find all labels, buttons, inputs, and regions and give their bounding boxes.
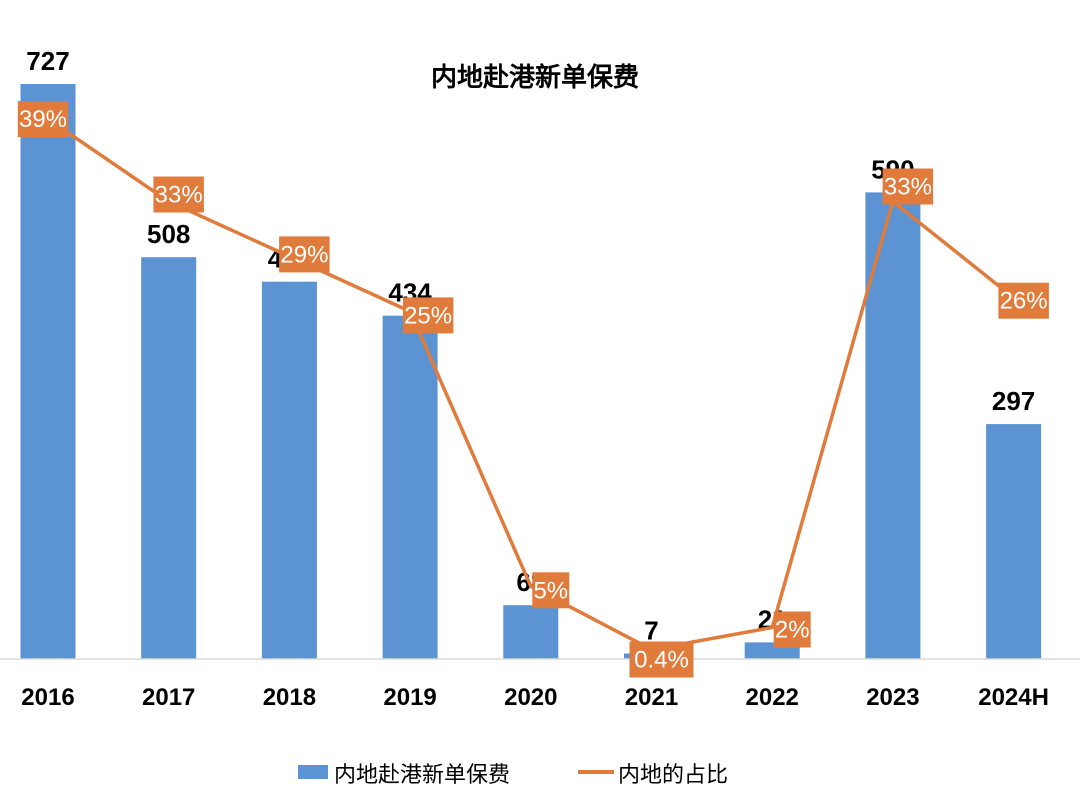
bar-2019 xyxy=(382,315,438,659)
pct-label-box-2020 xyxy=(532,572,570,609)
pct-label-2023: 33% xyxy=(884,174,932,201)
pct-label-2021: 0.4% xyxy=(634,647,689,674)
pct-label-2017: 33% xyxy=(155,182,203,209)
legend-bar-swatch xyxy=(298,765,328,779)
line-series xyxy=(47,117,1015,652)
line-data-labels: 39% 33% 29% 25% 5% 0.4% 2% 33% 26% xyxy=(17,101,1049,678)
legend-line-label: 内地的占比 xyxy=(618,763,728,788)
bar-2017 xyxy=(141,257,197,659)
bar-value-label-2017: 508 xyxy=(147,219,190,249)
pct-label-box-2024H xyxy=(998,282,1049,319)
x-tick-2016: 2016 xyxy=(21,684,74,711)
pct-label-2018: 29% xyxy=(280,241,328,268)
pct-label-box-2018 xyxy=(279,236,330,273)
pct-label-box-2022 xyxy=(773,611,811,648)
pct-label-box-2019 xyxy=(402,297,454,334)
bar-series xyxy=(20,84,1042,659)
bar-2023 xyxy=(865,192,921,659)
x-tick-2019: 2019 xyxy=(383,684,436,711)
bar-2018 xyxy=(261,281,317,659)
x-tick-2020: 2020 xyxy=(504,684,557,711)
bar-value-label-2021: 7 xyxy=(644,616,658,646)
pct-label-2024H: 26% xyxy=(1000,288,1048,315)
x-tick-2023: 2023 xyxy=(866,684,919,711)
x-tick-2021: 2021 xyxy=(625,684,678,711)
x-tick-2018: 2018 xyxy=(263,684,316,711)
bar-value-label-2024H: 297 xyxy=(992,386,1035,416)
pct-label-box-2021 xyxy=(629,641,694,678)
bar-2020 xyxy=(503,605,559,659)
bar-2016 xyxy=(20,84,76,659)
line-path xyxy=(47,117,1015,652)
bar-value-label-2016: 727 xyxy=(26,46,69,76)
x-tick-2017: 2017 xyxy=(142,684,195,711)
x-tick-2024H: 2024H xyxy=(978,684,1049,711)
pct-label-2020: 5% xyxy=(533,577,568,604)
pct-label-2022: 2% xyxy=(775,617,810,644)
legend-bar-label: 内地赴港新单保费 xyxy=(334,763,510,788)
legend: 内地赴港新单保费 内地的占比 xyxy=(298,763,728,788)
pct-label-box-2017 xyxy=(153,176,204,213)
pct-label-box-2016 xyxy=(17,101,69,137)
x-tick-2022: 2022 xyxy=(746,684,799,711)
pct-label-2016: 39% xyxy=(19,106,67,133)
x-axis-ticks: 2016 2017 2018 2019 2020 2021 2022 2023 2024H xyxy=(21,684,1049,711)
chart-title: 内地赴港新单保费 xyxy=(431,62,639,93)
pct-label-2019: 25% xyxy=(404,302,452,329)
pct-label-box-2023 xyxy=(882,168,934,205)
bar-2024H xyxy=(986,424,1042,659)
